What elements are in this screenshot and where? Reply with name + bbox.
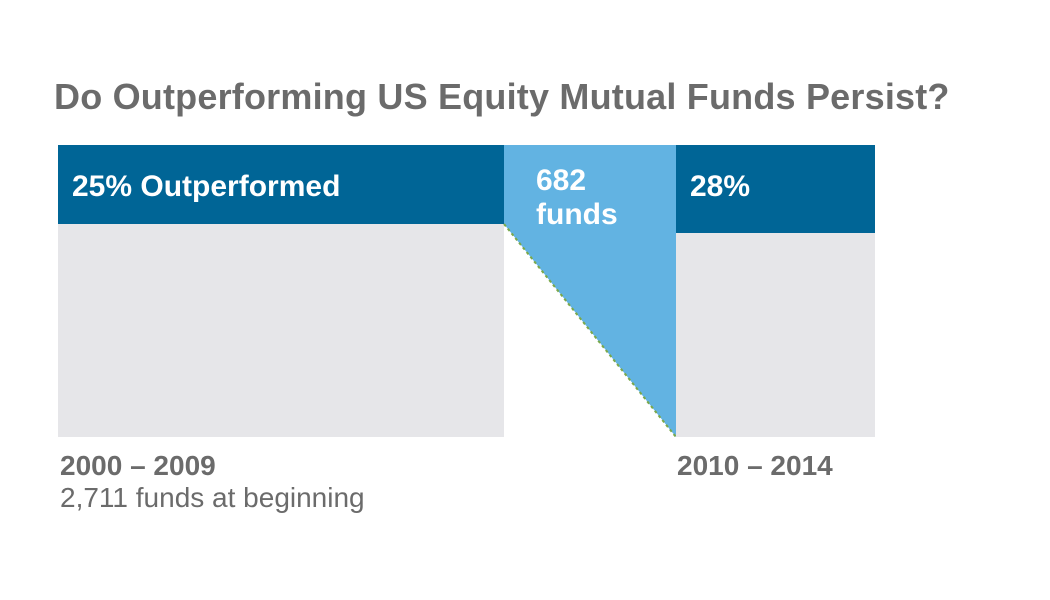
flow-connector-line bbox=[503, 223, 677, 438]
period1-band-label: 25% Outperformed bbox=[72, 170, 341, 203]
period1-outperformed-band bbox=[58, 145, 504, 224]
period1-note: 2,711 funds at beginning bbox=[60, 482, 365, 513]
flow-wedge bbox=[504, 145, 676, 437]
flow-label-unit: funds bbox=[536, 198, 618, 231]
period2-outperformed-band bbox=[676, 145, 875, 233]
period2-label: 2010 – 2014 bbox=[677, 450, 833, 481]
chart-title: Do Outperforming US Equity Mutual Funds … bbox=[54, 76, 950, 117]
flow-label-count: 682 bbox=[536, 164, 587, 197]
period2-band-label: 28% bbox=[690, 170, 751, 203]
period1-label: 2000 – 2009 bbox=[60, 450, 216, 481]
